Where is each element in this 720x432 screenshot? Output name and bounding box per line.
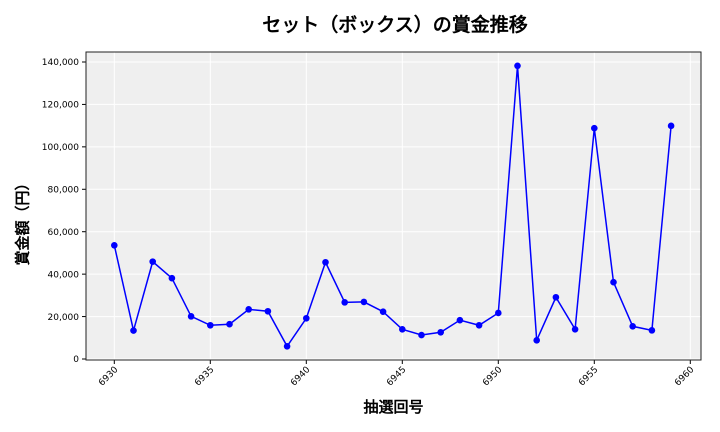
data-point xyxy=(264,307,272,315)
data-point xyxy=(456,316,464,324)
y-tick-label: 140,000 xyxy=(42,58,79,68)
data-point xyxy=(475,321,483,329)
data-point xyxy=(379,308,387,315)
data-point xyxy=(341,299,349,306)
y-axis-ticks: 0 20,000 40,000 60,000 80,000 100,000 120,000 1… xyxy=(42,58,86,365)
y-tick-label: 120,000 xyxy=(42,101,79,111)
data-point xyxy=(437,328,445,336)
x-axis-label: 抽選回号 xyxy=(363,398,424,416)
data-point xyxy=(168,274,176,282)
y-tick-label: 80,000 xyxy=(48,185,80,195)
data-point xyxy=(303,314,310,322)
data-point xyxy=(495,309,502,317)
data-point xyxy=(360,298,368,306)
data-point xyxy=(149,258,156,265)
data-point xyxy=(245,306,252,313)
x-tick-label: 6935 xyxy=(193,365,216,388)
x-axis-ticks: 6930 6935 6940 6945 6950 6955 6960 xyxy=(97,360,697,388)
x-tick-label: 6955 xyxy=(577,365,600,388)
y-tick-label: 60,000 xyxy=(48,228,80,238)
data-point xyxy=(226,320,233,328)
data-point xyxy=(283,342,291,350)
x-tick-label: 6930 xyxy=(97,365,120,388)
y-tick-label: 100,000 xyxy=(42,143,79,153)
y-tick-label: 40,000 xyxy=(48,270,80,280)
plot-area xyxy=(86,52,701,360)
data-point xyxy=(571,325,579,333)
data-point xyxy=(667,122,675,130)
data-point xyxy=(533,337,540,344)
x-tick-label: 6940 xyxy=(289,365,312,388)
data-point xyxy=(418,331,425,339)
data-point xyxy=(207,321,214,329)
x-tick-label: 6945 xyxy=(385,365,408,388)
data-point xyxy=(514,62,521,70)
data-markers xyxy=(111,62,675,350)
data-point xyxy=(629,323,636,330)
plot-frame xyxy=(85,51,702,361)
data-point xyxy=(187,313,195,320)
x-tick-label: 6960 xyxy=(673,365,696,388)
data-point xyxy=(111,241,118,249)
data-point xyxy=(610,278,617,286)
data-point xyxy=(130,327,137,334)
data-point xyxy=(648,327,656,334)
chart-title: セット（ボックス）の賞金推移 xyxy=(262,14,528,36)
data-point xyxy=(552,293,560,301)
data-point xyxy=(591,124,598,132)
data-point xyxy=(322,258,329,266)
data-line xyxy=(113,65,672,348)
y-tick-label: 0 xyxy=(73,355,79,365)
y-tick-label: 20,000 xyxy=(48,313,80,323)
x-tick-label: 6950 xyxy=(481,365,504,388)
data-point xyxy=(399,325,406,333)
